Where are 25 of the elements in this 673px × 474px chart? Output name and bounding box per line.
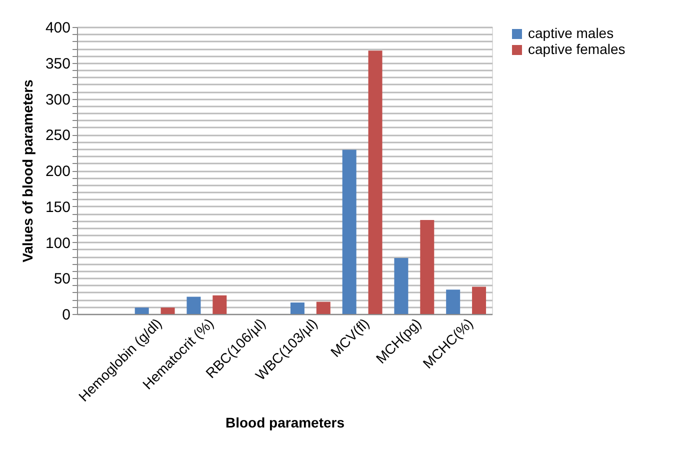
bar bbox=[446, 290, 460, 314]
legend-label: captive females bbox=[528, 41, 626, 57]
bar bbox=[342, 150, 356, 314]
bar bbox=[290, 302, 304, 314]
bar bbox=[212, 295, 227, 314]
bar bbox=[160, 308, 175, 314]
y-tick-label: 100 bbox=[45, 234, 70, 252]
y-tick-label: 400 bbox=[45, 20, 70, 36]
y-tick-label: 150 bbox=[45, 198, 70, 216]
bar bbox=[394, 258, 408, 314]
bar bbox=[472, 286, 486, 314]
legend-label: captive males bbox=[528, 25, 614, 41]
bar bbox=[316, 302, 330, 314]
bar bbox=[368, 50, 382, 314]
y-tick-label: 250 bbox=[45, 127, 70, 144]
y-tick-label: 200 bbox=[45, 163, 70, 180]
y-axis-title: Values of blood parameters bbox=[19, 79, 36, 262]
bar bbox=[420, 220, 434, 314]
bar bbox=[134, 308, 149, 314]
y-tick-label: 50 bbox=[54, 270, 70, 288]
y-tick-label: 0 bbox=[62, 306, 70, 324]
y-tick-label: 350 bbox=[45, 55, 70, 72]
x-axis-title: Blood parameters bbox=[225, 414, 345, 431]
y-tick-label: 300 bbox=[45, 91, 70, 108]
bar bbox=[186, 296, 201, 314]
